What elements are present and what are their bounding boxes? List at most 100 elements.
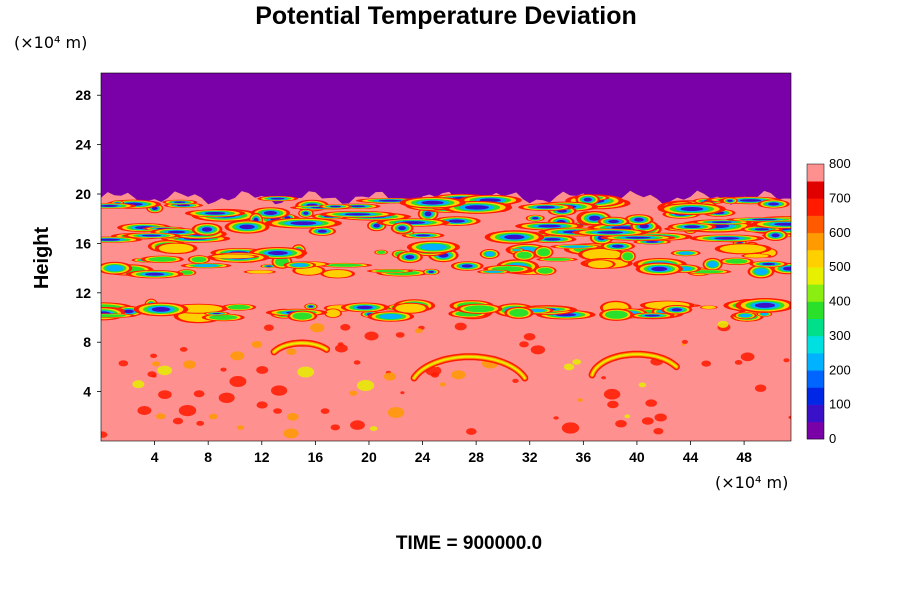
speckle xyxy=(603,388,621,400)
speckle xyxy=(297,366,315,378)
turbulence-blob xyxy=(692,270,724,274)
speckle xyxy=(788,415,791,419)
turbulence-blob xyxy=(739,199,762,202)
turbulence-blob xyxy=(680,207,704,211)
speckle xyxy=(577,398,583,402)
turbulence-blob xyxy=(537,267,553,274)
turbulence-blob xyxy=(714,237,740,240)
speckle xyxy=(183,360,196,369)
turbulence-blob xyxy=(317,229,327,233)
speckle xyxy=(193,390,205,398)
turbulence-blob xyxy=(308,305,314,308)
turbulence-blob xyxy=(504,234,525,240)
turbulence-blob xyxy=(267,251,288,255)
colorbar-tick-label: 300 xyxy=(829,328,851,343)
turbulence-blob xyxy=(284,216,291,219)
colorbar-swatch xyxy=(807,370,824,388)
turbulence-blob xyxy=(608,219,619,224)
speckle xyxy=(251,340,263,348)
turbulence-blob xyxy=(151,206,158,210)
colorbar-tick-label: 500 xyxy=(829,259,851,274)
speckle xyxy=(681,339,689,344)
x-tick-label: 16 xyxy=(308,449,324,465)
speckle xyxy=(561,422,580,434)
speckle xyxy=(451,370,466,380)
x-axis-ticks: 4 8 12 16 20 24 28 32 36 40 44 48 xyxy=(151,441,752,465)
colorbar-swatch xyxy=(807,318,824,337)
speckle xyxy=(218,392,235,403)
speckle xyxy=(601,376,607,380)
turbulence-blob xyxy=(582,249,621,260)
speckle xyxy=(563,363,575,371)
turbulence-blob xyxy=(350,205,366,208)
turbulence-blob xyxy=(378,199,402,202)
colorbar-frame xyxy=(806,163,825,440)
colorbar-swatch xyxy=(807,249,824,268)
turbulence-blob xyxy=(344,213,371,216)
colorbar: 0 100 200 300 400 500 600 700 800 xyxy=(806,156,851,446)
turbulence-blob xyxy=(461,264,473,268)
speckle xyxy=(179,347,188,352)
speckle xyxy=(273,408,282,414)
turbulence-blob xyxy=(701,305,716,309)
speckle xyxy=(271,385,288,396)
turbulence-blob xyxy=(754,228,769,231)
speckle xyxy=(387,407,405,418)
turbulence-blob xyxy=(405,255,415,260)
turbulence-blob xyxy=(239,224,255,230)
speckle xyxy=(172,417,184,425)
speckle xyxy=(754,384,767,392)
y-tick-label: 4 xyxy=(83,384,91,400)
y-tick-label: 24 xyxy=(75,137,91,153)
speckle xyxy=(615,420,627,428)
turbulence-blob xyxy=(516,251,532,259)
colorbar-swatch xyxy=(807,267,824,285)
speckle xyxy=(641,417,654,425)
x-tick-label: 40 xyxy=(629,449,645,465)
turbulence-blob xyxy=(101,204,119,207)
turbulence-blob xyxy=(428,270,435,273)
turbulence-blob xyxy=(536,205,555,209)
time-label: TIME = 900000.0 xyxy=(396,533,542,554)
turbulence-blob xyxy=(292,312,313,320)
turbulence-blob xyxy=(639,224,649,229)
turbulence-blob xyxy=(485,270,502,273)
turbulence-blob xyxy=(180,270,193,275)
speckle xyxy=(118,360,129,367)
speckle xyxy=(132,380,145,389)
turbulence-blob xyxy=(379,313,403,320)
turbulence-blob xyxy=(323,270,353,278)
turbulence-blob xyxy=(212,312,222,315)
warm-front-arc xyxy=(413,355,526,379)
speckle xyxy=(330,424,340,431)
turbulence-blob xyxy=(719,244,767,254)
speckle xyxy=(523,333,536,341)
speckle xyxy=(101,431,108,438)
turbulence-blob xyxy=(201,227,213,232)
turbulence-blob xyxy=(543,258,571,261)
turbulence-blob xyxy=(760,312,769,316)
turbulence-blob xyxy=(424,211,432,217)
colorbar-tick-label: 600 xyxy=(829,225,851,240)
turbulence-blob xyxy=(727,199,733,202)
speckle xyxy=(310,323,325,333)
speckle xyxy=(137,406,152,415)
turbulence-blob xyxy=(634,217,644,222)
turbulence-blob xyxy=(141,234,162,237)
colorbar-swatch xyxy=(807,353,824,371)
turbulence-blob xyxy=(537,224,562,228)
speckle xyxy=(414,328,423,334)
turbulence-blob xyxy=(644,314,660,317)
speckle xyxy=(454,322,467,331)
speckle xyxy=(264,324,274,331)
speckle xyxy=(340,324,351,331)
colorbar-swatch xyxy=(807,181,824,199)
colorbar-tick-label: 800 xyxy=(829,156,851,171)
turbulence-blob xyxy=(374,269,406,273)
turbulence-blob xyxy=(291,263,308,267)
turbulence-blob xyxy=(707,261,718,268)
turbulence-blob xyxy=(191,256,207,263)
speckle xyxy=(645,399,657,407)
speckle xyxy=(364,331,379,341)
turbulence-blob xyxy=(173,201,186,203)
